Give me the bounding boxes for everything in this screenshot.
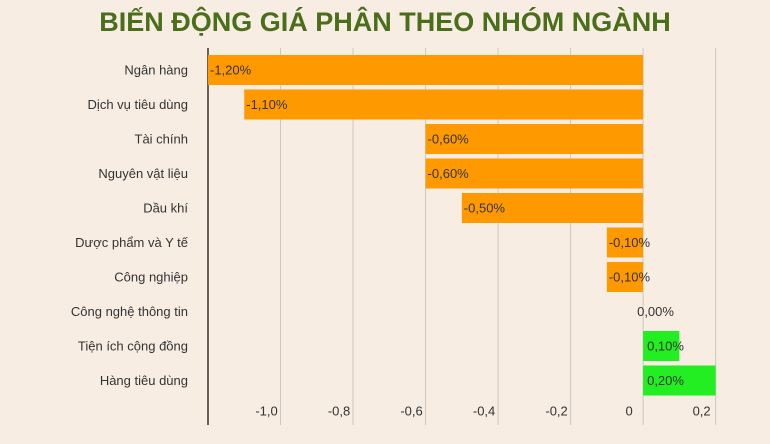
y-tick-label: Hàng tiêu dùng — [100, 373, 188, 388]
value-label: -0,50% — [464, 200, 506, 215]
bar — [606, 262, 644, 292]
y-tick-label: Dầu khí — [143, 200, 188, 215]
x-tick-label: -0,4 — [473, 403, 495, 418]
value-label: 0,20% — [647, 373, 684, 388]
value-label: -0,10% — [609, 235, 651, 250]
bar — [208, 55, 644, 85]
y-tick-label: Tiện ích cộng đồng — [78, 338, 188, 353]
value-label: -1,10% — [246, 97, 288, 112]
bar — [643, 331, 680, 361]
chart-title: BIẾN ĐỘNG GIÁ PHÂN THEO NHÓM NGÀNH — [99, 6, 671, 37]
bar — [425, 158, 644, 189]
value-label: -1,20% — [210, 62, 252, 77]
x-tick-label: -0,8 — [328, 403, 350, 418]
y-tick-label: Công nghệ thông tin — [71, 304, 188, 319]
value-label: -0,60% — [428, 131, 470, 146]
bar — [606, 227, 644, 258]
y-tick-label: Ngân hàng — [124, 62, 188, 77]
bar — [244, 89, 644, 120]
x-tick-label: -0,6 — [400, 403, 422, 418]
y-tick-label: Dịch vụ tiêu dùng — [88, 97, 188, 112]
y-tick-label: Dược phẩm và Y tế — [75, 235, 189, 250]
x-tick-label: -1,0 — [255, 403, 277, 418]
bar — [643, 365, 716, 396]
value-label: -0,10% — [609, 269, 651, 284]
value-label: -0,60% — [428, 166, 470, 181]
x-tick-label: 0 — [625, 403, 632, 418]
y-tick-label: Nguyên vật liệu — [98, 166, 188, 181]
value-label: 0,10% — [647, 338, 684, 353]
y-tick-label: Công nghiệp — [114, 269, 188, 284]
x-tick-label: -0,2 — [545, 403, 567, 418]
bar — [425, 124, 644, 154]
value-label: 0,00% — [637, 304, 674, 319]
y-tick-label: Tài chính — [135, 131, 188, 146]
bar — [461, 193, 644, 223]
x-tick-label: 0,2 — [693, 403, 711, 418]
